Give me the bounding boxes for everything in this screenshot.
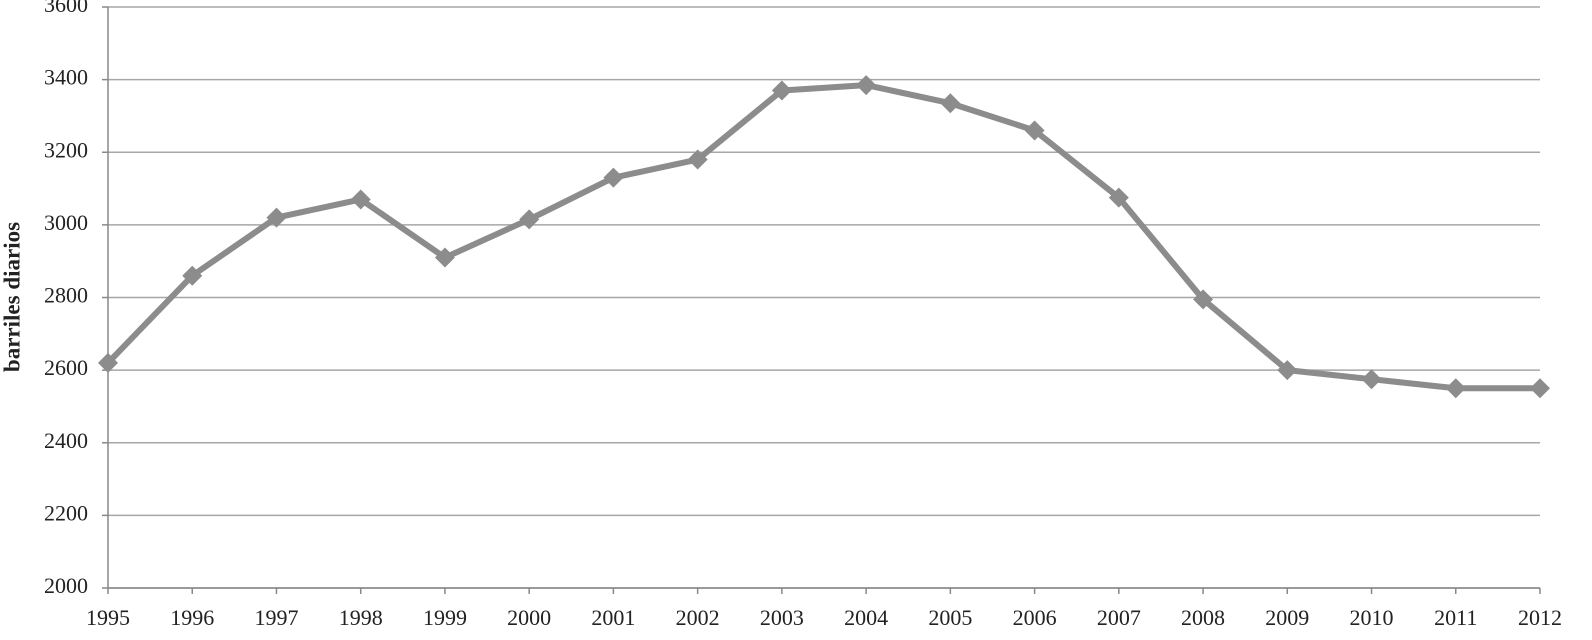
x-tick-label: 2001 bbox=[591, 605, 635, 630]
x-tick-label: 2005 bbox=[928, 605, 972, 630]
y-tick-label: 3200 bbox=[44, 137, 88, 162]
x-tick-label: 2010 bbox=[1350, 605, 1394, 630]
data-point bbox=[1445, 378, 1466, 399]
x-tick-label: 2008 bbox=[1181, 605, 1225, 630]
x-tick-label: 1998 bbox=[339, 605, 383, 630]
x-tick-label: 1997 bbox=[254, 605, 298, 630]
data-point bbox=[687, 149, 708, 170]
data-line bbox=[105, 82, 1540, 392]
data-point bbox=[98, 352, 118, 373]
y-tick-label: 2200 bbox=[44, 500, 88, 525]
data-point bbox=[603, 167, 624, 188]
y-tick-label: 3000 bbox=[44, 210, 88, 235]
y-tick-label: 3600 bbox=[44, 0, 88, 17]
data-point bbox=[434, 247, 455, 268]
data-point bbox=[856, 75, 877, 96]
data-point bbox=[519, 209, 540, 230]
data-point bbox=[940, 93, 961, 114]
y-tick-label: 2400 bbox=[44, 428, 88, 453]
x-tick-label: 1996 bbox=[170, 605, 214, 630]
data-point bbox=[1193, 289, 1214, 310]
x-tick-label: 2002 bbox=[676, 605, 720, 630]
y-tick-label: 2000 bbox=[44, 573, 88, 598]
y-tick-label: 3400 bbox=[44, 65, 88, 90]
x-tick-label: 2004 bbox=[844, 605, 888, 630]
data-point bbox=[182, 265, 203, 286]
x-tick-label: 2000 bbox=[507, 605, 551, 630]
data-point bbox=[1108, 187, 1129, 208]
x-tick-label: 2007 bbox=[1097, 605, 1141, 630]
x-tick-label: 2009 bbox=[1265, 605, 1309, 630]
data-point bbox=[350, 189, 371, 210]
x-tick-label: 2011 bbox=[1434, 605, 1477, 630]
x-tick-label: 1999 bbox=[423, 605, 467, 630]
x-tick-label: 2003 bbox=[760, 605, 804, 630]
y-axis-label: barriles diarios bbox=[0, 222, 24, 372]
x-tick-label: 1995 bbox=[86, 605, 130, 630]
data-point bbox=[771, 80, 792, 101]
data-point bbox=[266, 207, 287, 228]
y-tick-label: 2600 bbox=[44, 355, 88, 380]
x-tick-label: 2012 bbox=[1518, 605, 1562, 630]
x-tick-label: 2006 bbox=[1013, 605, 1057, 630]
data-point bbox=[1024, 120, 1045, 141]
data-point bbox=[1361, 369, 1382, 390]
y-tick-label: 2800 bbox=[44, 283, 88, 308]
data-point bbox=[1530, 378, 1550, 399]
data-point bbox=[1277, 360, 1298, 381]
